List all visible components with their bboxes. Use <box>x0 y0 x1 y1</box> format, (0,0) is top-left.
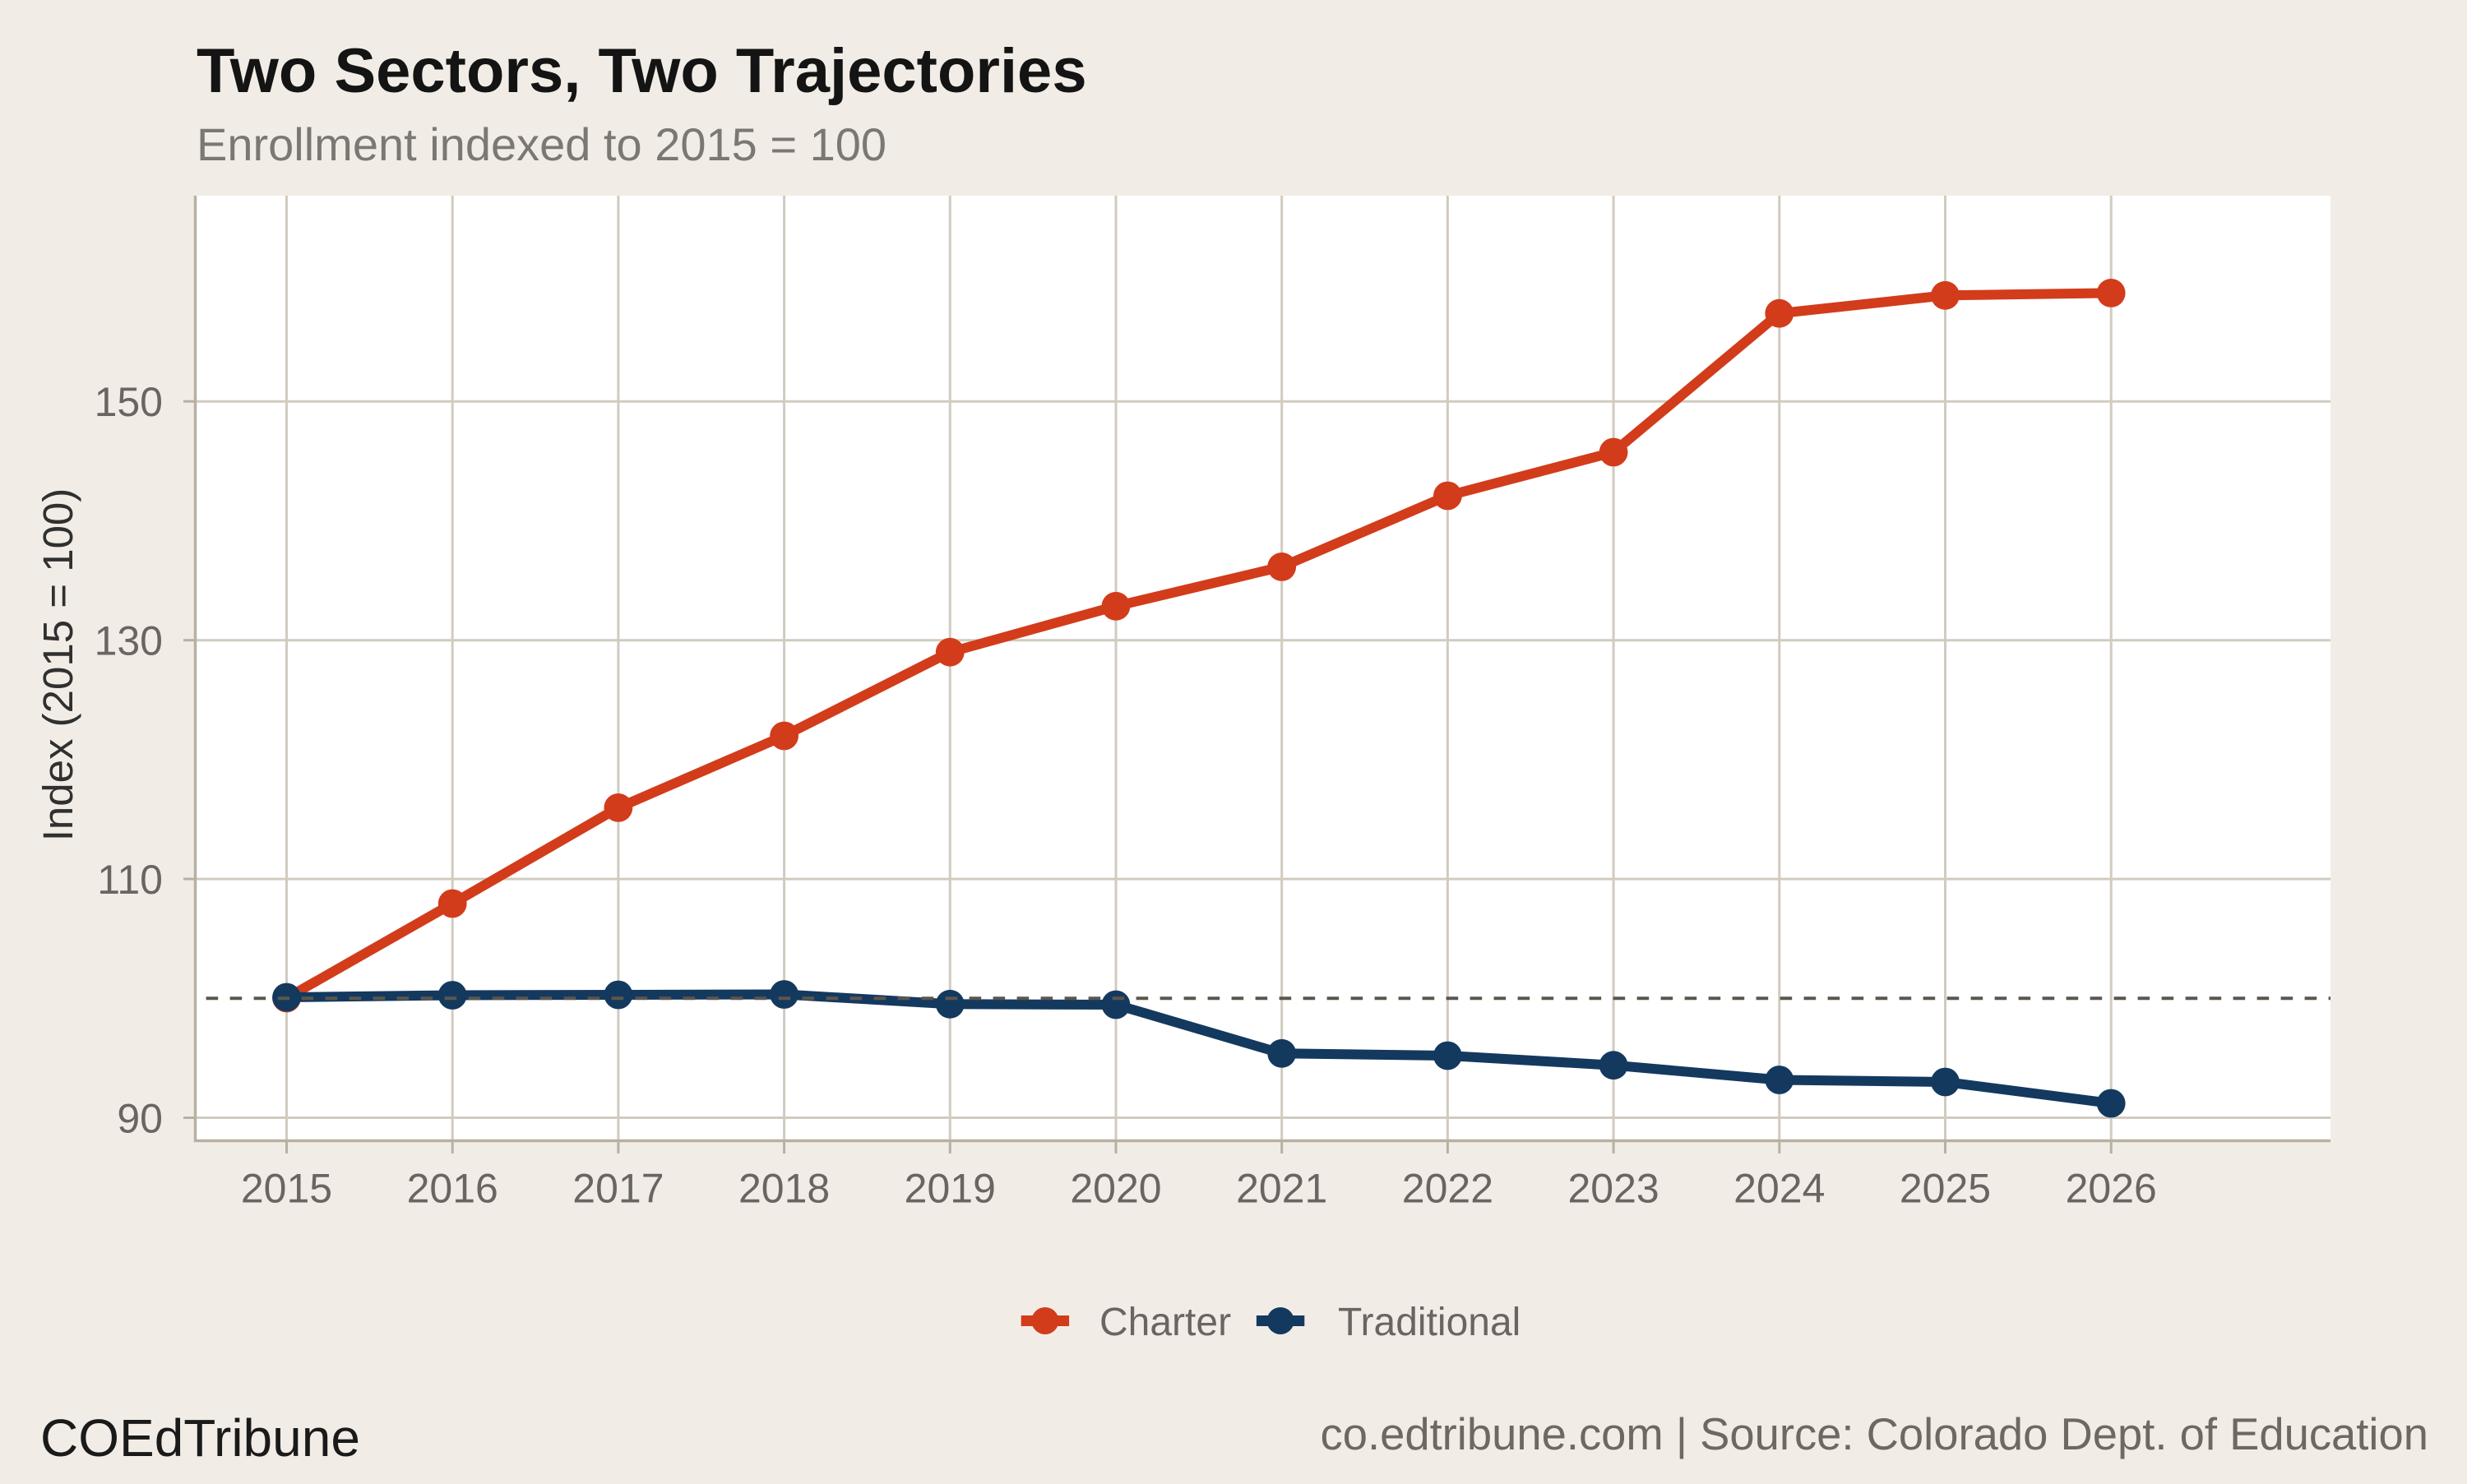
svg-text:2025: 2025 <box>1900 1165 1991 1211</box>
svg-text:co.edtribune.com | Source: Col: co.edtribune.com | Source: Colorado Dept… <box>1321 1409 2428 1459</box>
svg-text:2024: 2024 <box>1733 1165 1825 1211</box>
svg-text:110: 110 <box>97 857 163 903</box>
svg-text:Index (2015 = 100): Index (2015 = 100) <box>35 488 81 842</box>
svg-text:2018: 2018 <box>738 1165 830 1211</box>
svg-text:Traditional: Traditional <box>1338 1301 1520 1344</box>
svg-text:Two Sectors, Two Trajectories: Two Sectors, Two Trajectories <box>197 36 1087 106</box>
svg-text:2026: 2026 <box>2066 1165 2157 1211</box>
svg-text:2019: 2019 <box>905 1165 996 1211</box>
svg-text:2021: 2021 <box>1236 1165 1327 1211</box>
svg-text:150: 150 <box>95 379 163 425</box>
svg-text:2020: 2020 <box>1070 1165 1161 1211</box>
svg-text:2016: 2016 <box>407 1165 498 1211</box>
svg-text:COEdTribune: COEdTribune <box>40 1408 360 1468</box>
svg-text:90: 90 <box>117 1096 163 1142</box>
svg-text:2023: 2023 <box>1567 1165 1659 1211</box>
svg-text:Enrollment indexed to 2015 = 1: Enrollment indexed to 2015 = 100 <box>197 118 886 170</box>
svg-text:2015: 2015 <box>241 1165 332 1211</box>
svg-text:2017: 2017 <box>572 1165 664 1211</box>
svg-text:2022: 2022 <box>1402 1165 1493 1211</box>
svg-text:Charter: Charter <box>1099 1301 1231 1344</box>
svg-text:130: 130 <box>95 618 163 664</box>
